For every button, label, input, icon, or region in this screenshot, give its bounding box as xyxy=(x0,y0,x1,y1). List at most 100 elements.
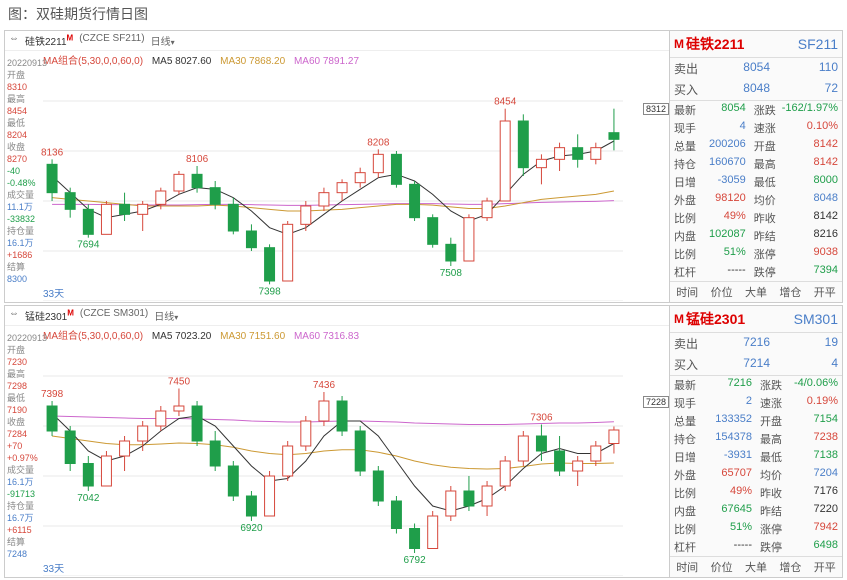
detail-value: 7176 xyxy=(788,484,842,502)
symbol-name: 硅铁2211M xyxy=(25,33,73,48)
chart-header: ⇔ 硅铁2211M (CZCE SF211) 日线▾ xyxy=(5,31,669,51)
link-icon: ⇔ xyxy=(9,33,19,48)
bottom-col[interactable]: 增仓 xyxy=(779,559,801,575)
days-label: 33天 xyxy=(43,560,64,575)
bottom-col[interactable]: 时间 xyxy=(676,284,698,300)
detail-label: 速涨 xyxy=(756,394,788,412)
detail-value: 2 xyxy=(702,394,756,412)
chart-area[interactable]: ⇔ 锰硅2301M (CZCE SM301) 日线▾ MA组合(5,30,0,0… xyxy=(5,306,670,577)
ma-legend: MA组合(5,30,0,0,60,0) MA5 8027.60 MA30 786… xyxy=(5,51,669,71)
detail-label: 昨收 xyxy=(750,209,782,227)
detail-label: 涨跌 xyxy=(750,101,782,119)
detail-label: 日增 xyxy=(670,448,702,466)
detail-label: 比例 xyxy=(670,245,702,263)
svg-text:7694: 7694 xyxy=(77,240,100,251)
detail-label: 昨结 xyxy=(756,502,788,520)
bottom-col[interactable]: 开平 xyxy=(814,559,836,575)
market-code: (CZCE SF211) xyxy=(79,33,144,48)
bottom-col[interactable]: 增仓 xyxy=(779,284,801,300)
detail-value: 7394 xyxy=(782,263,842,281)
detail-label: 最低 xyxy=(750,173,782,191)
detail-label: 最高 xyxy=(756,430,788,448)
page-title: 图：双硅期货行情日图 xyxy=(0,0,847,28)
detail-value: 49% xyxy=(702,209,750,227)
days-label: 33天 xyxy=(43,285,64,300)
info-code: SM301 xyxy=(794,311,838,327)
detail-value: 0.19% xyxy=(788,394,842,412)
detail-value: 51% xyxy=(702,520,756,538)
detail-value: 7238 xyxy=(788,430,842,448)
detail-label: 持仓 xyxy=(670,155,702,173)
detail-label: 总量 xyxy=(670,412,702,430)
detail-label: 总量 xyxy=(670,137,702,155)
detail-label: 比例 xyxy=(670,520,702,538)
detail-label: 持仓 xyxy=(670,430,702,448)
chart-area[interactable]: ⇔ 硅铁2211M (CZCE SF211) 日线▾ MA组合(5,30,0,0… xyxy=(5,31,670,302)
detail-value: 7216 xyxy=(702,376,756,394)
bottom-col[interactable]: 大单 xyxy=(745,284,767,300)
detail-value: 8000 xyxy=(782,173,842,191)
detail-value: 9038 xyxy=(782,245,842,263)
detail-label: 涨停 xyxy=(756,520,788,538)
info-header: M 硅铁2211 SF211 xyxy=(670,31,842,58)
detail-value: 7204 xyxy=(788,466,842,484)
market-code: (CZCE SM301) xyxy=(80,308,148,323)
buy-row: 买入804872 xyxy=(670,79,842,100)
detail-label: 最新 xyxy=(670,376,702,394)
detail-value: 7220 xyxy=(788,502,842,520)
detail-label: 外盘 xyxy=(670,466,702,484)
detail-label: 最新 xyxy=(670,101,702,119)
detail-label: 最高 xyxy=(750,155,782,173)
detail-label: 均价 xyxy=(756,466,788,484)
detail-label: 昨结 xyxy=(750,227,782,245)
chart-panel: ⇔ 硅铁2211M (CZCE SF211) 日线▾ MA组合(5,30,0,0… xyxy=(4,30,843,303)
detail-value: 8216 xyxy=(782,227,842,245)
ma-legend: MA组合(5,30,0,0,60,0) MA5 7023.20 MA30 715… xyxy=(5,326,669,346)
bottom-col[interactable]: 价位 xyxy=(711,284,733,300)
detail-label: 开盘 xyxy=(756,412,788,430)
svg-text:7398: 7398 xyxy=(258,286,281,297)
svg-text:7436: 7436 xyxy=(313,380,336,391)
detail-label: 内盘 xyxy=(670,502,702,520)
detail-value: -162/1.97% xyxy=(782,101,842,119)
detail-label: 均价 xyxy=(750,191,782,209)
detail-value: 8142 xyxy=(782,137,842,155)
bottom-col[interactable]: 时间 xyxy=(676,559,698,575)
detail-label: 外盘 xyxy=(670,191,702,209)
svg-text:6792: 6792 xyxy=(403,555,426,566)
detail-value: 67645 xyxy=(702,502,756,520)
detail-label: 跌停 xyxy=(756,538,788,556)
detail-value: 200206 xyxy=(702,137,750,155)
detail-value: 7138 xyxy=(788,448,842,466)
bottom-col[interactable]: 开平 xyxy=(814,284,836,300)
detail-label: 内盘 xyxy=(670,227,702,245)
m-icon: M xyxy=(674,37,684,51)
price-tag: 8312 xyxy=(643,103,669,115)
y-axis-labels: 20220913开盘7230最高7298最低7190收盘7284+70+0.97… xyxy=(7,332,47,560)
sell-row: 卖出721619 xyxy=(670,333,842,354)
detail-value: 160670 xyxy=(702,155,750,173)
bottom-col[interactable]: 大单 xyxy=(745,559,767,575)
svg-text:8454: 8454 xyxy=(494,97,517,108)
chart-panel: ⇔ 锰硅2301M (CZCE SM301) 日线▾ MA组合(5,30,0,0… xyxy=(4,305,843,578)
detail-value: 133352 xyxy=(702,412,756,430)
buy-row: 买入72144 xyxy=(670,354,842,375)
detail-grid: 最新 7216 涨跌 -4/0.06% 现手 2 速涨 0.19% 总量 133… xyxy=(670,375,842,556)
sell-row: 卖出8054110 xyxy=(670,58,842,79)
detail-value: 4 xyxy=(702,119,750,137)
period: 日线▾ xyxy=(154,308,178,323)
y-axis-labels: 20220913开盘8310最高8454最低8204收盘8270-40-0.48… xyxy=(7,57,47,285)
info-name: 锰硅2301 xyxy=(686,309,794,329)
detail-value: 8048 xyxy=(782,191,842,209)
bottom-col[interactable]: 价位 xyxy=(711,559,733,575)
detail-value: -4/0.06% xyxy=(788,376,842,394)
detail-value: 7942 xyxy=(788,520,842,538)
info-name: 硅铁2211 xyxy=(686,34,798,54)
detail-value: 51% xyxy=(702,245,750,263)
detail-label: 跌停 xyxy=(750,263,782,281)
detail-label: 日增 xyxy=(670,173,702,191)
svg-text:7450: 7450 xyxy=(168,377,191,388)
detail-value: 0.10% xyxy=(782,119,842,137)
detail-value: 65707 xyxy=(702,466,756,484)
svg-text:7508: 7508 xyxy=(440,268,463,279)
